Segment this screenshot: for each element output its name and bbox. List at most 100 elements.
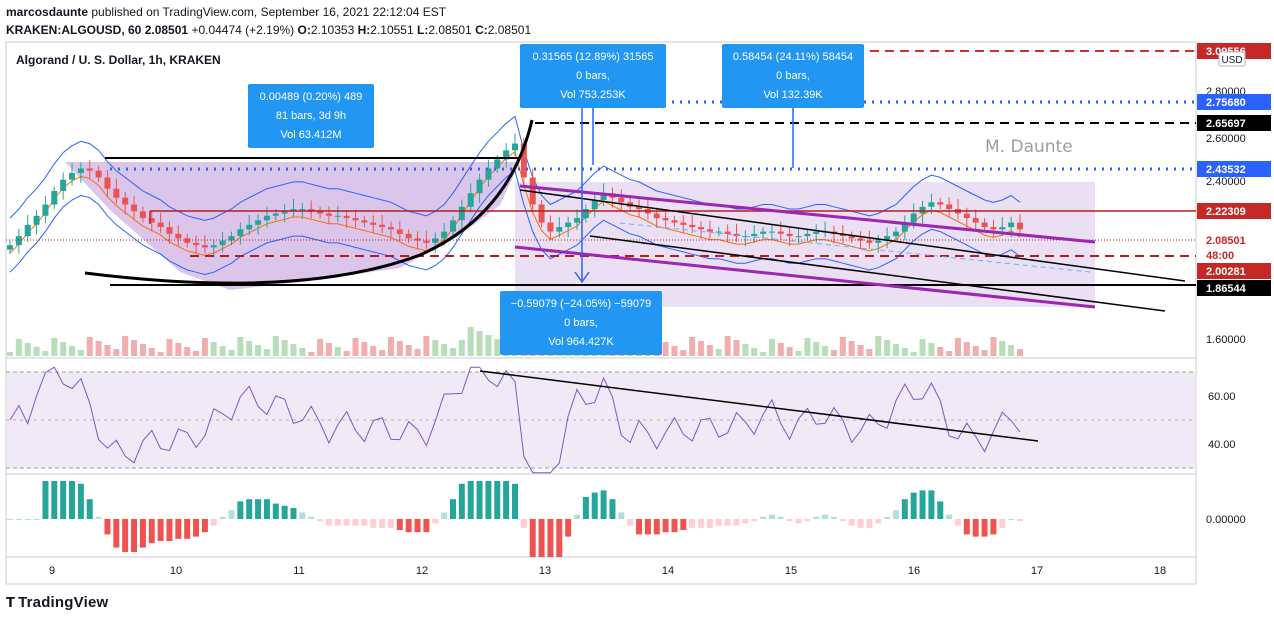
candle-body [51,190,58,205]
candle-body [804,233,811,237]
header-publish-line: marcosdaunte published on TradingView.co… [6,5,446,19]
volume-bar [768,339,775,356]
candle-body [1017,222,1023,230]
publisher-name[interactable]: marcosdaunte [6,5,89,19]
macd-histogram-bar [131,519,138,552]
volume-bar [60,342,67,356]
macd-histogram-bar [263,499,270,519]
volume-bar [69,346,76,356]
macd-histogram-bar [1008,519,1015,520]
volume-bar [875,336,882,356]
macd-histogram-bar [972,519,979,537]
volume-bar [813,342,820,356]
macd-histogram-bar [698,519,705,528]
macd-histogram-bar [786,519,793,522]
candle-body [432,238,439,243]
measure-box-m1[interactable] [248,84,374,148]
macd-histogram-bar [839,519,846,522]
candle-body [839,233,846,237]
candle-body [33,215,40,225]
measure-box-m4[interactable] [500,291,662,355]
x-tick-label: 12 [416,565,428,577]
volume-bar [981,350,988,356]
candle-body [476,179,483,194]
macd-histogram-bar [281,505,288,519]
volume-bar [671,346,678,356]
chart-title: Algorand / U. S. Dollar, 1h, KRAKEN [16,53,221,67]
x-tick-label: 14 [662,565,674,577]
volume-bar [972,346,979,356]
price-label-text: 2.22309 [1206,206,1246,218]
candle-body [193,242,200,246]
candle-body [343,215,350,219]
macd-histogram-bar [485,481,492,519]
volume-bar [113,349,120,356]
currency-badge-text: USD [1221,55,1242,66]
candle-body [919,206,926,214]
price-label-blue1 [1197,94,1271,110]
volume-bar [219,346,226,356]
candle-body [556,227,563,232]
candle-body [680,222,687,225]
macd-histogram-bar [361,519,368,526]
candle-body [281,211,288,214]
candle-body [405,233,412,239]
macd-histogram-bar [458,483,465,519]
macd-histogram-bar [113,519,120,548]
tradingview-logo[interactable]: 𝗧 TradingView [6,594,108,611]
macd-histogram-bar [724,519,731,526]
macd-histogram-bar [954,519,961,526]
volume-bar [441,344,448,356]
rsi-trend-line[interactable] [479,370,1039,442]
volume-bar [246,341,253,356]
macd-histogram-bar [999,519,1006,528]
volume-bar [263,349,270,356]
volume-bar [405,345,412,356]
volume-bar [919,339,926,356]
measure-box-m3[interactable] [722,44,864,108]
price-label-text: 2.75680 [1206,97,1246,109]
price-label-text: 2.43532 [1206,164,1246,176]
macd-histogram-bar [432,519,439,524]
trend-line-upper[interactable] [519,189,1186,282]
price-label-text: 2.00281 [1206,266,1246,278]
measure-box-m2[interactable] [520,44,666,108]
volume-bar [884,340,891,356]
volume-bar [290,344,297,356]
candle-body [441,231,448,239]
cup-curve[interactable] [84,119,534,285]
volume-bar [485,335,492,356]
macd-histogram-bar [813,516,820,519]
macd-histogram-bar [866,519,873,528]
price-label-top [1197,43,1271,59]
low-label: L: [417,23,429,37]
candle-body [892,231,899,237]
macd-histogram-bar [884,516,891,519]
channel-lower-line[interactable] [514,245,1096,309]
volume-bar [210,342,217,356]
volume-bar [751,348,758,356]
macd-histogram-bar [15,519,22,520]
volume-bar [928,343,935,356]
macd-histogram-bar [405,519,412,533]
candle-body [981,222,988,228]
candle-body [618,197,625,203]
macd-histogram-bar [910,492,917,519]
rsi-line [9,366,1021,474]
measure-box-text: 0.58454 (24.11%) 58454 [733,51,853,63]
price-label-text: 1.86544 [1206,283,1247,295]
x-tick-label: 18 [1154,565,1166,577]
macd-histogram-bar [990,519,997,535]
volume-bar [467,327,474,356]
candle-body [60,179,67,191]
channel-upper-line[interactable] [519,184,1096,244]
trend-line-lower[interactable] [589,235,1166,312]
candle-body [325,213,332,216]
macd-histogram-bar [184,519,191,539]
macd-histogram-bar [494,481,501,519]
volume-bar [458,340,465,356]
macd-histogram-bar [299,512,306,519]
macd-histogram-bar [503,481,510,519]
currency-badge[interactable] [1218,51,1246,67]
